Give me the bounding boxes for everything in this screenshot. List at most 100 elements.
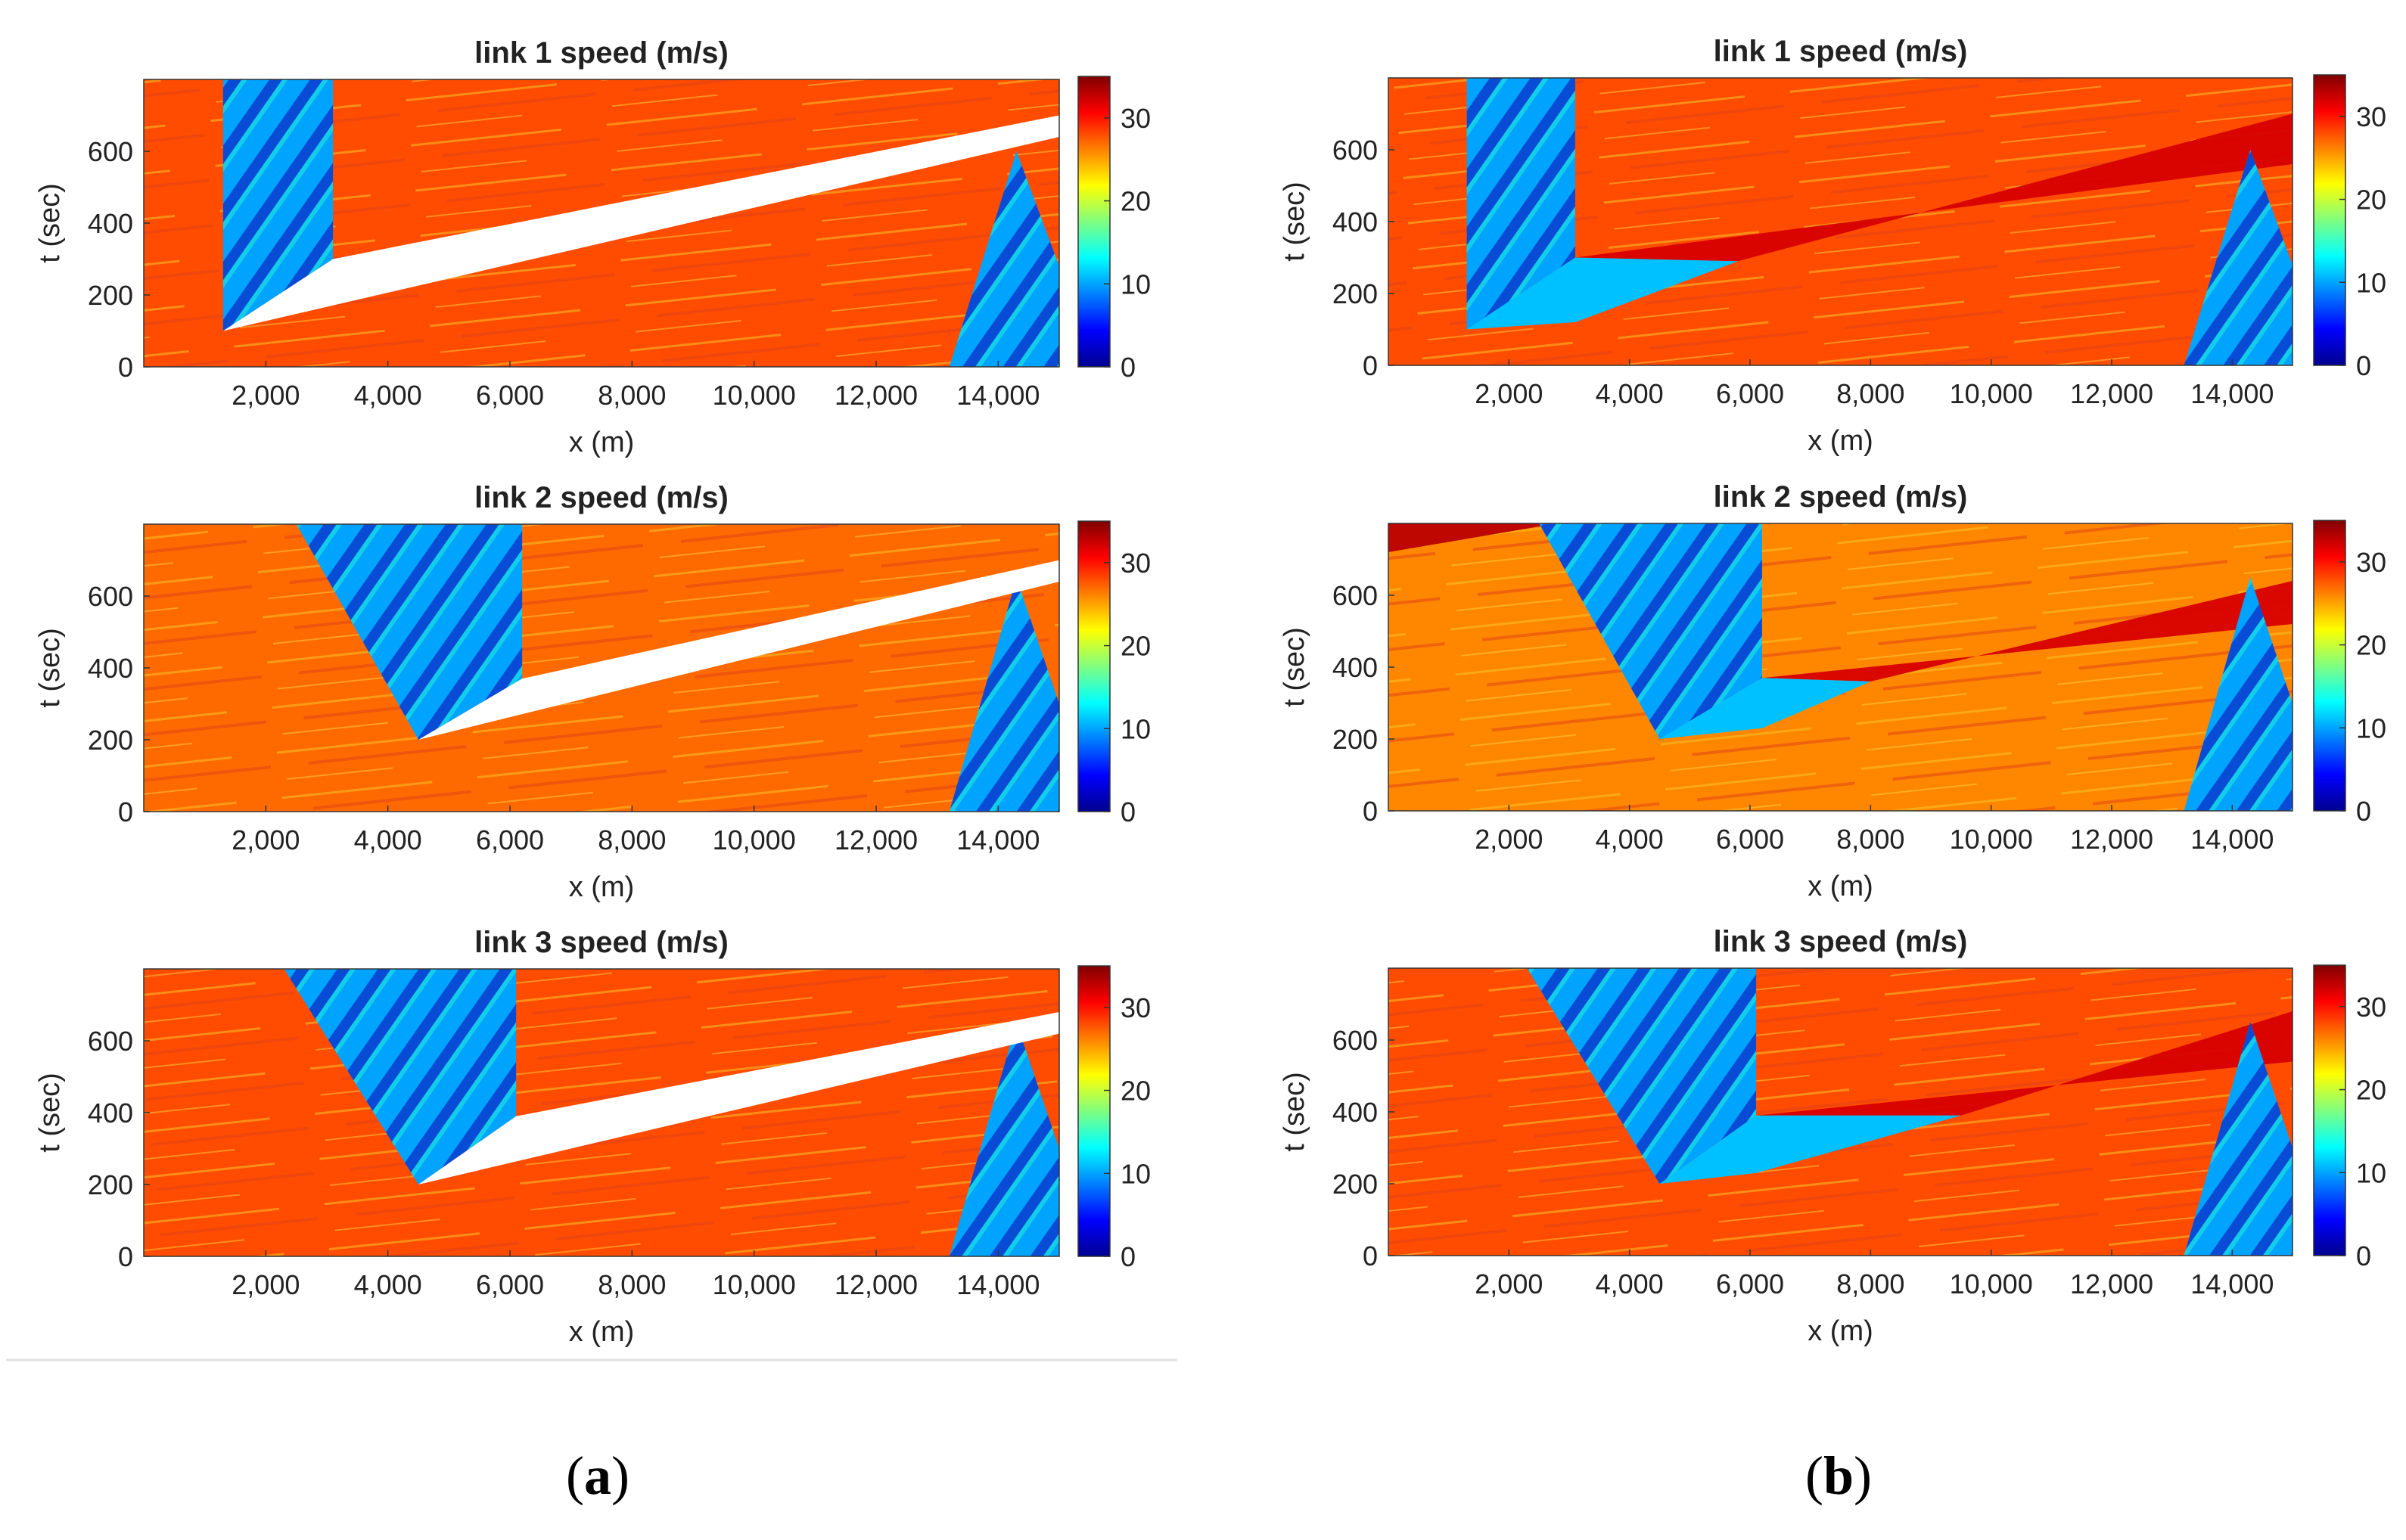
- x-tick-label: 6,000: [1716, 378, 1784, 409]
- colorbar-tick-label: 20: [1121, 1076, 1151, 1107]
- panel-label-a: (a): [566, 1445, 629, 1506]
- congestion-wave-1: [222, 79, 334, 331]
- heatmap-panel-b-3: link 3 speed (m/s) 2,000 4,000 6,000 8,000 10…: [1279, 925, 2386, 1347]
- colorbar: [2313, 520, 2346, 812]
- plot-area: [144, 524, 1059, 812]
- x-tick-label: 6,000: [476, 1269, 544, 1300]
- colorbar: [2313, 74, 2346, 366]
- x-tick-label: 12,000: [835, 380, 918, 411]
- congestion-band-2: [1659, 1115, 1961, 1184]
- y-tick-label: 400: [1332, 206, 1378, 238]
- imputed-region-2: [1388, 523, 1558, 552]
- colorbar-tick-label: 20: [2356, 185, 2386, 216]
- plot-area: [1388, 968, 2293, 1256]
- congestion-band-2: [1659, 678, 1871, 739]
- x-tick-label: 12,000: [2070, 1268, 2153, 1299]
- chart-title: link 2 speed (m/s): [1714, 480, 1968, 514]
- y-axis-label: t (sec): [1279, 1072, 1310, 1152]
- x-axis-label: x (m): [569, 871, 635, 903]
- heatmap-panel-a-1: link 1 speed (m/s) 2,000 4,000 6,000 8,000 10…: [34, 36, 1151, 458]
- y-tick-label: 200: [88, 725, 133, 756]
- x-tick-label: 12,000: [835, 824, 918, 855]
- x-tick-label: 8,000: [598, 1269, 666, 1300]
- congestion-wave-1: [1527, 968, 1756, 1184]
- x-tick-label: 8,000: [1836, 378, 1904, 409]
- congestion-wave-1: [1466, 78, 1575, 330]
- colorbar-tick-label: 30: [1121, 103, 1151, 134]
- plot-area: [144, 79, 1059, 367]
- x-tick-label: 2,000: [1475, 1268, 1543, 1299]
- x-tick-label: 14,000: [956, 380, 1040, 411]
- colorbar-tick-label: 10: [1121, 269, 1151, 300]
- x-tick-label: 14,000: [956, 1269, 1040, 1300]
- congestion-wave-1: [296, 524, 523, 740]
- x-tick-label: 14,000: [2190, 378, 2274, 409]
- colorbar-tick-label: 30: [1121, 992, 1151, 1023]
- y-axis-label: t (sec): [34, 628, 66, 708]
- x-tick-label: 14,000: [2190, 824, 2274, 855]
- colorbar-tick-label: 20: [1121, 186, 1151, 217]
- colorbar-tick-label: 20: [1121, 631, 1151, 662]
- heatmap-panel-a-3: link 3 speed (m/s) 2,000 4,000 6,000 8,000 10…: [34, 926, 1151, 1348]
- x-axis-label: x (m): [1808, 1315, 1873, 1347]
- x-tick-label: 14,000: [956, 824, 1040, 855]
- colorbar: [1077, 76, 1111, 368]
- colorbar: [1077, 520, 1111, 812]
- colorbar-tick-label: 10: [2356, 267, 2386, 298]
- x-tick-label: 12,000: [2070, 824, 2153, 855]
- x-tick-label: 10,000: [713, 380, 796, 411]
- x-tick-label: 6,000: [1716, 824, 1784, 855]
- missing-region-1: [222, 115, 1059, 331]
- x-tick-label: 2,000: [232, 380, 300, 411]
- heatmap-panel-b-2: link 2 speed (m/s) 2,000 4,000 6,000 8,000 10…: [1279, 480, 2386, 902]
- congestion-wave-2: [949, 151, 1059, 367]
- chart-title: link 1 speed (m/s): [474, 36, 729, 70]
- x-tick-label: 4,000: [1596, 1268, 1664, 1299]
- colorbar-tick-label: 30: [1121, 548, 1151, 579]
- x-axis-label: x (m): [1808, 871, 1873, 902]
- x-tick-label: 8,000: [1836, 1268, 1904, 1299]
- y-tick-label: 200: [1332, 1169, 1378, 1200]
- chart-title: link 2 speed (m/s): [474, 481, 729, 514]
- y-tick-label: 0: [118, 1241, 133, 1272]
- y-tick-label: 200: [1332, 724, 1378, 755]
- y-tick-label: 600: [88, 581, 133, 612]
- colorbar-tick-label: 0: [1121, 1241, 1136, 1272]
- y-tick-label: 600: [1332, 580, 1378, 611]
- colorbar-tick-label: 0: [2356, 350, 2371, 381]
- y-tick-label: 600: [1332, 1025, 1378, 1056]
- y-tick-label: 600: [88, 136, 133, 167]
- y-tick-label: 600: [88, 1026, 133, 1057]
- y-tick-label: 0: [118, 796, 133, 827]
- y-tick-label: 0: [1363, 350, 1378, 381]
- imputed-region-1: [1756, 1011, 2293, 1116]
- y-tick-label: 400: [1332, 1097, 1378, 1128]
- x-tick-label: 4,000: [1596, 824, 1664, 855]
- colorbar-tick-label: 30: [2356, 547, 2386, 578]
- colorbar-tick-label: 10: [1121, 1158, 1151, 1189]
- x-axis-label: x (m): [1808, 425, 1873, 457]
- heatmap-panel-b-1: link 1 speed (m/s) 2,000 4,000 6,000 8,000 10…: [1279, 35, 2386, 457]
- plot-area: [1388, 78, 2293, 365]
- x-tick-label: 10,000: [713, 1269, 796, 1300]
- y-tick-label: 200: [88, 280, 133, 311]
- y-axis-label: t (sec): [1279, 627, 1310, 707]
- congestion-wave-3: [2184, 1022, 2293, 1256]
- x-tick-label: 10,000: [1950, 1268, 2033, 1299]
- x-tick-label: 8,000: [598, 824, 666, 855]
- x-tick-label: 6,000: [476, 380, 544, 411]
- colorbar: [1077, 965, 1111, 1257]
- congestion-wave-1: [1539, 523, 1762, 739]
- plot-area: [144, 969, 1059, 1256]
- colorbar-tick-label: 10: [2356, 713, 2386, 744]
- congestion-wave-3: [2184, 577, 2293, 811]
- y-tick-label: 0: [118, 352, 133, 383]
- congestion-wave-3: [2184, 150, 2293, 365]
- colorbar-tick-label: 10: [1121, 713, 1151, 744]
- imputed-region-1: [1761, 581, 2293, 682]
- x-tick-label: 12,000: [2070, 378, 2153, 409]
- x-tick-label: 8,000: [1836, 824, 1904, 855]
- y-tick-label: 0: [1363, 1240, 1378, 1271]
- x-tick-label: 4,000: [354, 824, 422, 855]
